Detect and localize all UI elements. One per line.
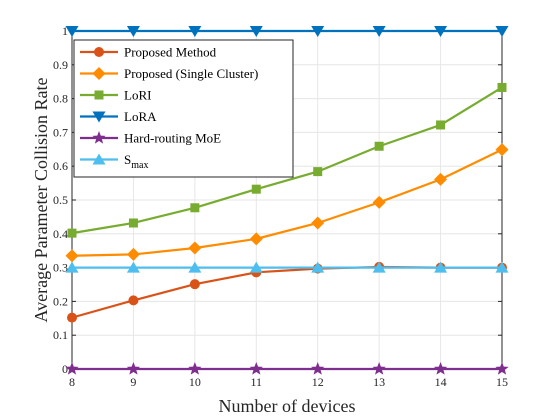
series-proposed-single-cluster [65, 143, 509, 263]
data-point [67, 228, 77, 238]
y-tick-label: 0.1 [53, 328, 68, 342]
series-lora [65, 26, 509, 37]
series-line [71, 148, 503, 257]
data-point [311, 216, 325, 230]
data-point [495, 143, 509, 157]
legend-marker [92, 111, 106, 123]
data-point [128, 218, 138, 228]
legend-item: LoRI [80, 88, 151, 103]
series-lori [67, 82, 507, 238]
data-point [372, 362, 386, 375]
data-point [189, 279, 200, 290]
data-point [372, 195, 386, 209]
y-tick-label: 0 [62, 362, 68, 376]
legend-item: LoRA [80, 109, 157, 124]
x-tick-label: 14 [435, 375, 447, 389]
data-point [190, 203, 200, 213]
legend-label-subscript: max [131, 160, 148, 171]
x-tick-label: 15 [496, 375, 508, 389]
legend-item: Proposed Method [80, 45, 217, 60]
data-point [436, 120, 446, 130]
data-point [128, 295, 139, 306]
legend-box [73, 39, 294, 178]
data-point [126, 362, 141, 375]
series-line [71, 265, 502, 319]
legend-marker [92, 153, 106, 165]
data-point [374, 141, 384, 151]
data-point [495, 26, 509, 37]
y-tick-label: 0.6 [53, 159, 68, 173]
y-tick-label: 1 [62, 24, 68, 38]
legend-label: Hard-routing MoE [124, 131, 221, 146]
y-tick-label: 0.3 [53, 261, 68, 275]
x-tick-label: 11 [251, 375, 263, 389]
data-point [188, 241, 202, 255]
data-point [372, 26, 386, 37]
data-point [434, 172, 448, 186]
data-point [372, 261, 386, 273]
data-point [311, 26, 325, 37]
x-tick-label: 10 [189, 375, 201, 389]
x-tick-label: 9 [130, 375, 136, 389]
data-point [188, 362, 202, 375]
y-tick-label: 0.9 [53, 58, 68, 72]
legend-marker [94, 90, 104, 100]
data-point [65, 249, 79, 263]
data-point [497, 82, 507, 92]
legend-label: LoRI [124, 88, 151, 103]
data-point [65, 261, 79, 273]
data-point [126, 26, 140, 37]
legend: Proposed Method Proposed (Single Cluster)… [73, 39, 294, 178]
x-tick-label: 12 [312, 375, 324, 389]
data-point [249, 362, 263, 375]
y-tick-label: 0.5 [53, 193, 68, 207]
series-s [65, 261, 509, 273]
data-point [188, 261, 202, 273]
y-axis-label: Average Parameter Collision Rate [31, 77, 51, 322]
legend-marker [92, 131, 106, 144]
data-point [249, 26, 263, 37]
x-tick-label: 8 [69, 375, 75, 389]
data-point [126, 247, 140, 261]
data-point [188, 26, 202, 37]
legend-label: Proposed (Single Cluster) [124, 66, 258, 81]
data-point [311, 261, 325, 273]
data-point [313, 167, 323, 177]
legend-item: Proposed (Single Cluster) [80, 66, 258, 81]
series-line [71, 86, 503, 235]
data-point [249, 232, 263, 246]
data-point [433, 362, 448, 375]
data-point [126, 261, 140, 273]
y-tick-label: 0.7 [53, 125, 68, 139]
data-point [251, 184, 261, 194]
y-tick-label: 0.4 [53, 227, 68, 241]
x-tick-label: 13 [373, 375, 385, 389]
legend-marker [94, 47, 104, 57]
x-axis-label: Number of devices [219, 396, 356, 416]
data-point [495, 362, 509, 375]
data-point [249, 261, 263, 273]
series-group [65, 26, 509, 375]
y-tick-label: 0.2 [53, 294, 68, 308]
legend-label: LoRA [124, 109, 157, 124]
data-point [495, 261, 509, 273]
data-point [65, 362, 79, 375]
legend-marker [92, 67, 106, 80]
legend-label: Proposed Method [124, 45, 217, 60]
data-point [434, 26, 448, 37]
data-point [434, 261, 448, 273]
y-tick-label: 0.8 [53, 92, 68, 106]
series-hard-routing-moe [65, 362, 509, 375]
data-point [65, 26, 79, 37]
legend-item: Hard-routing MoE [80, 131, 221, 146]
data-point [67, 312, 77, 323]
data-point [311, 362, 325, 375]
